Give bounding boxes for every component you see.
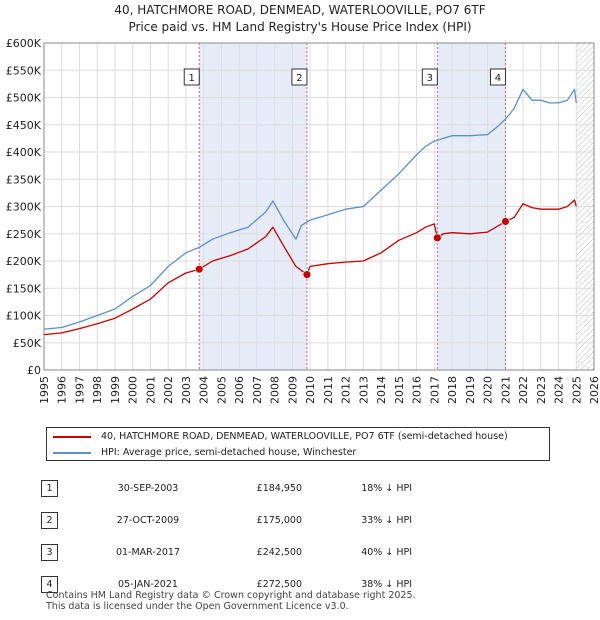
x-tick-label: 2014 xyxy=(375,376,388,404)
x-tick-label: 2004 xyxy=(198,376,211,404)
sale-number-badge: 1 xyxy=(41,479,58,497)
sale-row: 4 05-JAN-2021 £272,500 38% ↓ HPI xyxy=(41,568,412,600)
x-tick-label: 2020 xyxy=(482,376,495,404)
y-tick-label: £200K xyxy=(6,255,42,268)
y-tick-label: £50K xyxy=(13,337,42,350)
footer-line-copyright: Contains HM Land Registry data © Crown c… xyxy=(46,590,416,601)
y-tick-label: £600K xyxy=(6,37,42,50)
sale-point xyxy=(501,217,510,226)
x-tick-label: 2012 xyxy=(340,376,353,404)
sale-price: £242,500 xyxy=(256,546,302,558)
sale-number-badge: 2 xyxy=(41,511,58,529)
x-tick-label: 2006 xyxy=(233,376,246,404)
x-tick-label: 2023 xyxy=(535,376,548,404)
sale-number-badge: 3 xyxy=(41,543,58,561)
property-series-line xyxy=(43,199,577,336)
x-tick-label: 2003 xyxy=(180,376,193,404)
sale-price: £272,500 xyxy=(256,578,302,590)
sale-hpi-delta: 38% ↓ HPI xyxy=(361,578,412,590)
x-tick-label: 2026 xyxy=(588,376,600,404)
x-tick-label: 2005 xyxy=(215,376,228,404)
x-tick-label: 2019 xyxy=(464,376,477,404)
footer-attribution: Contains HM Land Registry data © Crown c… xyxy=(46,590,416,612)
legend-item-hpi: HPI: Average price, semi-detached house,… xyxy=(53,445,356,461)
y-tick-label: £150K xyxy=(6,282,42,295)
y-tick-label: £100K xyxy=(6,310,42,323)
y-tick-label: £250K xyxy=(6,228,42,241)
chart-title: 40, HATCHMORE ROAD, DENMEAD, WATERLOOVIL… xyxy=(114,3,486,17)
sale-point xyxy=(302,270,312,280)
chart-title-block: 40, HATCHMORE ROAD, DENMEAD, WATERLOOVIL… xyxy=(0,2,600,36)
sale-label-box xyxy=(489,68,506,86)
x-tick-label: 2011 xyxy=(322,376,335,404)
x-tick-label: 1996 xyxy=(56,376,69,404)
price-chart: £0 £50K £100K £150K £200K £250K £300K £350K £400… xyxy=(6,37,600,404)
sale-row: 1 30-SEP-2003 £184,950 18% ↓ HPI xyxy=(41,472,412,504)
sale-row: 2 27-OCT-2009 £175,000 33% ↓ HPI xyxy=(41,504,412,536)
sale-hpi-delta: 40% ↓ HPI xyxy=(361,546,412,558)
x-tick-label: 2021 xyxy=(499,376,512,404)
x-tick-label: 2025 xyxy=(570,376,583,404)
x-tick-label: 2018 xyxy=(446,376,459,404)
x-tick-label: 2016 xyxy=(411,376,424,404)
y-tick-label: £550K xyxy=(6,64,42,77)
x-tick-label: 2007 xyxy=(251,376,264,404)
x-tick-label: 2010 xyxy=(304,376,317,404)
sale-label-number: 1 xyxy=(189,73,195,84)
legend-swatch-property xyxy=(53,436,91,438)
hpi-series-line xyxy=(43,88,577,330)
x-tick-label: 2015 xyxy=(393,376,406,404)
sale-number-badge: 4 xyxy=(41,575,58,593)
footer-line-licence: This data is licensed under the Open Gov… xyxy=(46,601,349,612)
x-tick-label: 2001 xyxy=(144,376,157,404)
y-tick-label: £350K xyxy=(6,173,42,186)
sale-row: 3 01-MAR-2017 £242,500 40% ↓ HPI xyxy=(41,536,412,568)
x-tick-label: 1995 xyxy=(38,376,51,404)
sale-label-number: 4 xyxy=(495,73,501,84)
sale-date: 01-MAR-2017 xyxy=(115,546,181,558)
chart-subtitle: Price paid vs. HM Land Registry's House … xyxy=(128,20,472,34)
y-tick-label: £0 xyxy=(27,364,41,377)
sale-date: 30-SEP-2003 xyxy=(117,482,179,494)
x-tick-label: 2009 xyxy=(286,376,299,404)
x-tick-label: 2017 xyxy=(428,376,441,404)
sale-price: £184,950 xyxy=(256,482,302,494)
sale-date: 27-OCT-2009 xyxy=(116,514,180,526)
y-tick-label: £500K xyxy=(6,92,42,105)
sale-label-box xyxy=(421,68,438,86)
legend-label-property: 40, HATCHMORE ROAD, DENMEAD, WATERLOOVIL… xyxy=(101,431,508,442)
sale-hpi-delta: 18% ↓ HPI xyxy=(361,482,412,494)
x-tick-label: 1997 xyxy=(73,376,86,404)
y-tick-label: £300K xyxy=(6,201,42,214)
x-tick-label: 2013 xyxy=(357,376,370,404)
legend-label-hpi: HPI: Average price, semi-detached house,… xyxy=(101,447,357,458)
sale-date: 05-JAN-2021 xyxy=(118,578,178,590)
x-tick-label: 2024 xyxy=(553,376,566,404)
x-tick-label: 1998 xyxy=(91,376,104,404)
sale-label-number: 2 xyxy=(296,73,302,84)
x-tick-label: 2002 xyxy=(162,376,175,404)
legend-swatch-hpi xyxy=(53,452,91,454)
chart-legend: 40, HATCHMORE ROAD, DENMEAD, WATERLOOVIL… xyxy=(46,427,550,461)
sale-label-box xyxy=(183,68,200,86)
x-tick-label: 2000 xyxy=(127,376,140,404)
y-tick-label: £400K xyxy=(6,146,42,159)
x-tick-label: 1999 xyxy=(109,376,122,404)
plot-frame xyxy=(43,42,595,371)
x-tick-label: 2022 xyxy=(517,376,530,404)
sale-price: £175,000 xyxy=(256,514,302,526)
y-tick-label: £450K xyxy=(6,119,42,132)
sale-hpi-delta: 33% ↓ HPI xyxy=(361,514,412,526)
sale-point xyxy=(432,233,442,243)
sales-table: 1 30-SEP-2003 £184,950 18% ↓ HPI 2 27-OC… xyxy=(41,472,412,600)
x-tick-label: 2008 xyxy=(269,376,282,404)
legend-item-property: 40, HATCHMORE ROAD, DENMEAD, WATERLOOVIL… xyxy=(53,429,508,445)
sale-label-box xyxy=(291,68,308,86)
sale-label-number: 3 xyxy=(427,73,433,84)
sale-point xyxy=(194,264,204,274)
